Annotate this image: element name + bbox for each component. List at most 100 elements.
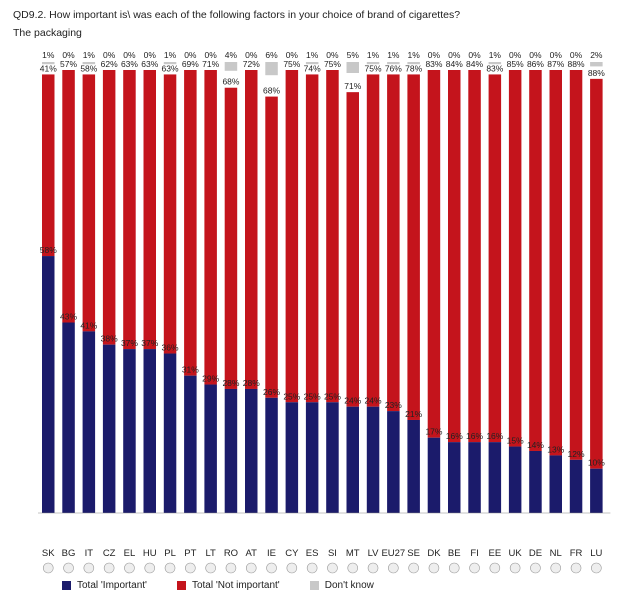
bar-dont-know: [387, 62, 400, 65]
bar-important: [204, 384, 217, 513]
bar-dont-know: [407, 62, 420, 65]
category-label: RO: [224, 548, 238, 559]
category-label: UK: [509, 548, 523, 559]
bar-not-important: [366, 74, 380, 407]
label-important: 37%: [141, 338, 158, 348]
category-label: EE: [489, 548, 502, 559]
legend-label-not-important: Total 'Not important': [191, 580, 280, 591]
category-label: FR: [570, 548, 583, 559]
bar-not-important: [265, 96, 278, 398]
label-important: 24%: [365, 396, 382, 406]
label-important: 12%: [568, 449, 585, 459]
bar-not-important: [245, 70, 258, 389]
bar-not-important: [285, 70, 299, 403]
label-dont-know: 4%: [225, 50, 238, 60]
label-important: 25%: [283, 391, 300, 401]
legend-label-important: Total 'Important': [77, 580, 147, 591]
legend-item-dont-know: Don't know: [309, 580, 374, 591]
label-important: 43%: [60, 312, 77, 322]
label-dont-know: 0%: [144, 50, 157, 60]
bar-important: [305, 402, 319, 513]
label-not-important: 76%: [385, 63, 402, 73]
flag-icon: [530, 562, 541, 574]
bar-not-important: [549, 70, 562, 456]
label-important: 16%: [466, 431, 483, 441]
label-important: 17%: [425, 427, 442, 437]
flag-icon: [205, 562, 216, 574]
label-not-important: 84%: [446, 59, 463, 69]
flag-icon: [63, 562, 74, 574]
bar-not-important: [488, 74, 502, 443]
flag-icon: [164, 562, 176, 574]
bar-not-important: [508, 70, 522, 447]
label-not-important: 85%: [507, 59, 524, 69]
bar-not-important: [427, 70, 441, 438]
category-label: ES: [306, 548, 319, 559]
label-dont-know: 0%: [468, 50, 481, 60]
category-label: IT: [85, 548, 94, 559]
bar-important: [224, 388, 238, 513]
label-important: 36%: [162, 343, 179, 353]
legend-swatch-not-important: [176, 581, 186, 590]
bar-important: [143, 349, 156, 513]
label-important: 21%: [405, 409, 422, 419]
bar-not-important: [326, 70, 339, 403]
label-not-important: 75%: [324, 59, 341, 69]
flag-icon: [570, 562, 582, 574]
label-important: 13%: [547, 444, 564, 454]
category-label: DE: [529, 548, 542, 559]
bar-dont-know: [346, 62, 359, 73]
flag-icon: [388, 562, 399, 574]
label-not-important: 57%: [60, 59, 77, 69]
category-label: BE: [448, 548, 461, 559]
label-dont-know: 0%: [245, 50, 258, 60]
category-label: MT: [346, 548, 360, 559]
label-not-important: 62%: [101, 59, 118, 69]
flag-icon: [245, 562, 257, 574]
flag-icon: [347, 562, 359, 574]
label-important: 26%: [263, 387, 280, 397]
flag-icon: [225, 562, 237, 574]
bar-important: [549, 455, 562, 513]
category-label: CY: [285, 548, 299, 559]
bar-dont-know: [265, 62, 278, 76]
flag-icon: [327, 562, 338, 574]
bar-important: [326, 402, 339, 513]
label-not-important: 84%: [466, 59, 483, 69]
label-dont-know: 0%: [62, 50, 75, 60]
label-dont-know: 0%: [509, 50, 522, 60]
label-not-important: 71%: [202, 59, 219, 69]
label-important: 24%: [344, 396, 361, 406]
flag-icon: [550, 562, 562, 574]
bar-dont-know: [82, 62, 96, 65]
label-important: 29%: [202, 374, 219, 384]
flag-icon: [448, 562, 460, 574]
bar-not-important: [82, 74, 96, 332]
bar-not-important: [62, 70, 75, 323]
bar-not-important: [42, 74, 55, 257]
bar-not-important: [305, 74, 319, 403]
label-important: 23%: [385, 400, 402, 410]
bar-not-important: [102, 70, 116, 345]
bar-not-important: [346, 92, 359, 407]
bar-dont-know: [42, 62, 55, 65]
bar-dont-know: [224, 62, 238, 71]
label-important: 58%: [40, 245, 57, 255]
label-not-important: 75%: [283, 59, 300, 69]
bar-not-important: [468, 70, 481, 443]
label-dont-know: 0%: [529, 50, 542, 60]
label-important: 16%: [446, 431, 463, 441]
label-dont-know: 6%: [265, 50, 278, 60]
category-label: LV: [368, 548, 380, 559]
bar-important: [590, 468, 603, 513]
bar-important: [427, 437, 441, 513]
category-label: EU27: [381, 548, 405, 559]
bar-important: [448, 442, 461, 513]
flag-icon: [306, 562, 318, 574]
label-not-important: 68%: [222, 77, 239, 87]
label-important: 15%: [507, 436, 524, 446]
label-not-important: 74%: [304, 63, 321, 73]
bar-important: [123, 349, 136, 513]
category-label: DK: [427, 548, 441, 559]
label-not-important: 68%: [263, 86, 280, 96]
